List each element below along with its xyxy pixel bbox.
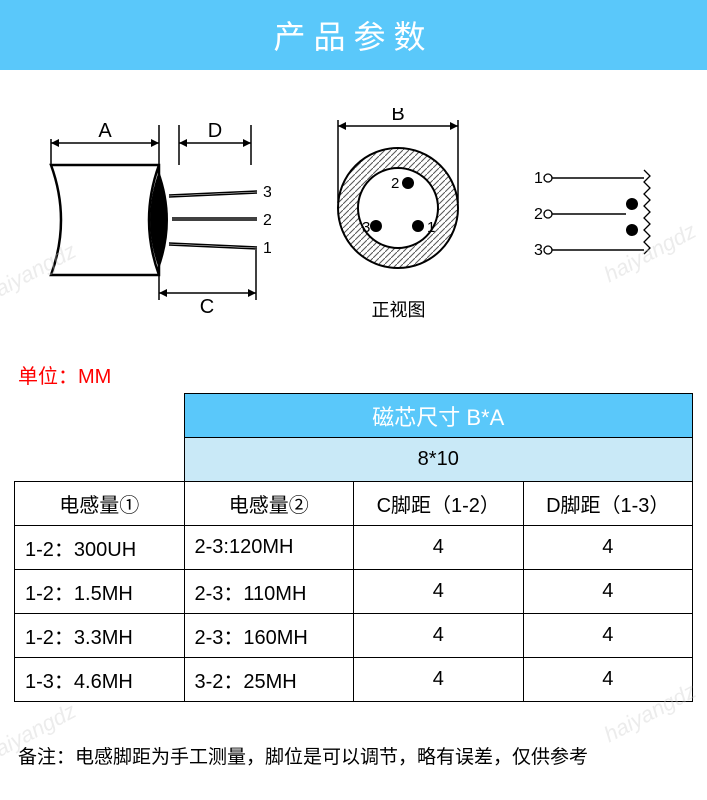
- table-row: 1-2：300UH 2-3:120MH 4 4: [15, 526, 693, 570]
- unit-label: 单位：MM: [0, 360, 707, 389]
- pv-pin3: 3: [534, 242, 543, 259]
- cell: 2-3：160MH: [184, 614, 354, 658]
- label-B: B: [392, 108, 405, 125]
- core-header-cell: 磁芯尺寸 B*A: [184, 394, 693, 438]
- label-A: A: [98, 120, 112, 142]
- cell: 2-3:120MH: [184, 526, 354, 570]
- cell: 4: [523, 658, 693, 702]
- fv-pin3: 3: [362, 219, 370, 236]
- pin-view-diagram: 1 2 3: [526, 150, 666, 280]
- label-D: D: [208, 120, 222, 142]
- cell: 4: [354, 658, 524, 702]
- cell: 4: [523, 570, 693, 614]
- cell: 1-2：1.5MH: [15, 570, 185, 614]
- front-view-label: 正视图: [371, 296, 425, 322]
- fv-pin2: 2: [391, 175, 399, 192]
- footnote: 备注：电感脚距为手工测量，脚位是可以调节，略有误差，仅供参考: [0, 742, 707, 769]
- core-header-row: 磁芯尺寸 B*A: [15, 394, 693, 438]
- cell: 1-2：300UH: [15, 526, 185, 570]
- pin-view-svg: 1 2 3: [526, 150, 666, 280]
- cell: 4: [354, 570, 524, 614]
- header-banner: 产品参数: [0, 0, 707, 70]
- diagram-row: A D 3 2 1: [0, 70, 707, 350]
- fv-pin1: 1: [427, 219, 435, 236]
- cell: 4: [523, 526, 693, 570]
- pin2-label: 2: [263, 212, 271, 229]
- front-view-svg: B 2 1 3: [313, 108, 483, 288]
- side-view-diagram: A D 3 2 1: [41, 115, 271, 315]
- cell: 4: [354, 614, 524, 658]
- col-3: D脚距（1-3）: [523, 482, 693, 526]
- cell: 3-2：25MH: [184, 658, 354, 702]
- blank-cell: [15, 394, 185, 438]
- column-header-row: 电感量① 电感量② C脚距（1-2） D脚距（1-3）: [15, 482, 693, 526]
- pin1-label: 1: [263, 240, 271, 257]
- col-1: 电感量②: [184, 482, 354, 526]
- side-view-svg: A D 3 2 1: [41, 115, 271, 315]
- pv-pin1: 1: [534, 170, 543, 187]
- pin3-label: 3: [263, 184, 271, 201]
- spec-table: 磁芯尺寸 B*A 8*10 电感量① 电感量② C脚距（1-2） D脚距（1-3…: [14, 393, 693, 702]
- cell: 1-2：3.3MH: [15, 614, 185, 658]
- table-row: 1-2：1.5MH 2-3：110MH 4 4: [15, 570, 693, 614]
- cell: 1-3：4.6MH: [15, 658, 185, 702]
- table-row: 1-3：4.6MH 3-2：25MH 4 4: [15, 658, 693, 702]
- pv-pin2: 2: [534, 206, 543, 223]
- spec-table-wrap: 磁芯尺寸 B*A 8*10 电感量① 电感量② C脚距（1-2） D脚距（1-3…: [0, 393, 707, 702]
- blank-cell-2: [15, 438, 185, 482]
- core-value-row: 8*10: [15, 438, 693, 482]
- cell: 4: [523, 614, 693, 658]
- front-view-diagram: B 2 1 3 正视图: [313, 108, 483, 322]
- cell: 4: [354, 526, 524, 570]
- col-0: 电感量①: [15, 482, 185, 526]
- label-C: C: [200, 296, 214, 315]
- col-2: C脚距（1-2）: [354, 482, 524, 526]
- table-row: 1-2：3.3MH 2-3：160MH 4 4: [15, 614, 693, 658]
- core-value-cell: 8*10: [184, 438, 693, 482]
- cell: 2-3：110MH: [184, 570, 354, 614]
